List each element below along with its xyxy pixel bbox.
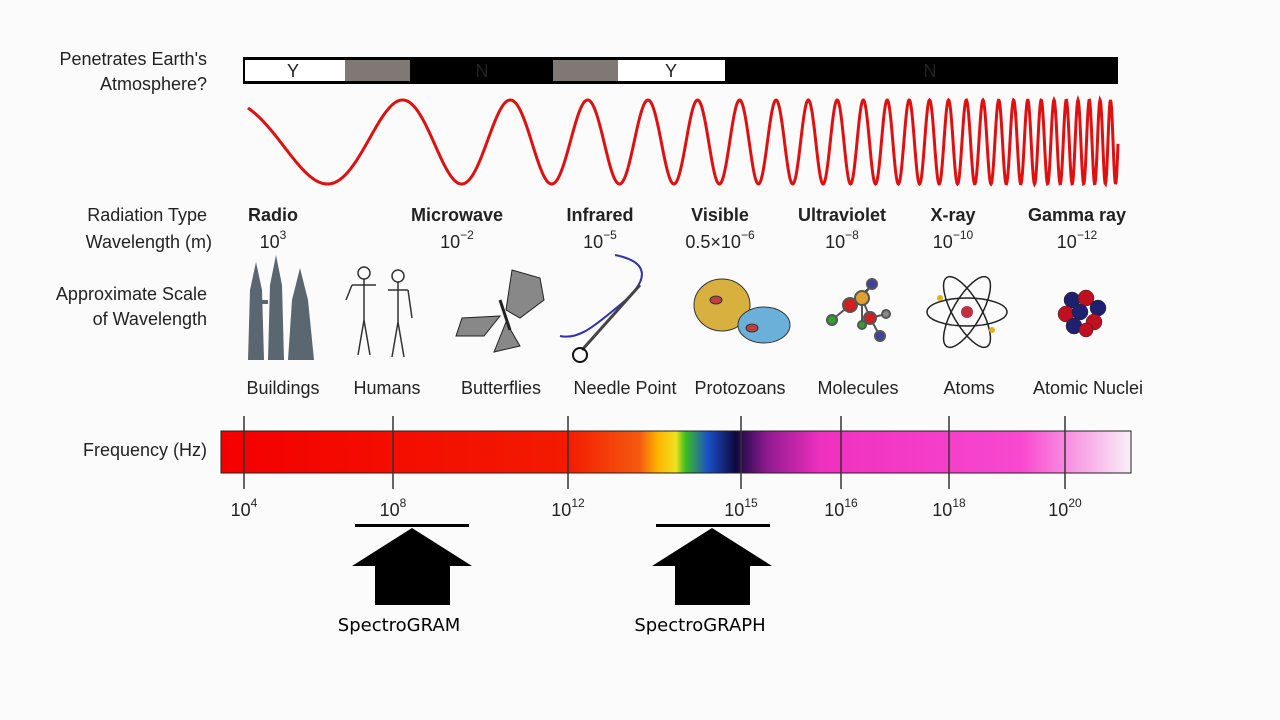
buildings-icon [248, 255, 314, 360]
radiation-type: Visible [691, 205, 749, 225]
atmosphere-label: Penetrates Earth's [59, 49, 207, 69]
radiation-type: Ultraviolet [798, 205, 886, 225]
frequency-label-base: 10 [231, 500, 251, 520]
scale-label: Buildings [246, 378, 319, 398]
atom-icon [926, 275, 1008, 349]
humans-icon [345, 266, 413, 358]
atmosphere-answer: N [476, 61, 489, 81]
nucleus-icon [1057, 289, 1107, 338]
wavelength-base: 10 [260, 232, 280, 252]
frequency-label-exp: 15 [744, 496, 758, 510]
scale-label: Atomic Nuclei [1033, 378, 1143, 398]
protozoa-icon [693, 278, 791, 344]
row-label: of Wavelength [93, 309, 207, 329]
needle-icon [559, 254, 643, 363]
frequency-label-exp: 18 [952, 496, 966, 510]
molecule-icon [826, 278, 891, 342]
wavelength-exp: −2 [460, 228, 474, 242]
atmosphere-answer: Y [287, 61, 299, 81]
wavelength-exp: −10 [953, 228, 974, 242]
frequency-label: 104 [231, 496, 258, 520]
frequency-label-base: 10 [380, 500, 400, 520]
frequency-label-base: 10 [551, 500, 571, 520]
frequency-label-base: 10 [1048, 500, 1068, 520]
instrument-label: SpectroGRAPH [634, 615, 765, 636]
scale-label: Protozoans [694, 378, 785, 398]
wavelength: 10−5 [583, 228, 617, 252]
content: Y N Y N Penetrates Earth's Atmosphere? Radiati… [56, 49, 1143, 636]
frequency-label: 1012 [551, 496, 585, 520]
radiation-type: Gamma ray [1028, 205, 1126, 225]
frequency-bar [220, 430, 1132, 474]
scale-label: Humans [353, 378, 420, 398]
wavelength: 10−12 [1057, 228, 1098, 252]
wavelength: 103 [260, 228, 287, 252]
atmosphere-segment [345, 60, 410, 81]
scale-label: Atoms [943, 378, 994, 398]
atmosphere-answer: Y [665, 61, 677, 81]
frequency-label: 1016 [824, 496, 858, 520]
wavelength-exp: −12 [1077, 228, 1098, 242]
wavelength-exp: −6 [741, 228, 755, 242]
wavelength-base: 10 [933, 232, 953, 252]
frequency-label-exp: 4 [251, 496, 258, 510]
wavelength: 10−8 [825, 228, 859, 252]
radiation-type: Microwave [411, 205, 503, 225]
spectrogram-arrow [352, 524, 472, 605]
frequency-label-base: 10 [724, 500, 744, 520]
frequency-label: 108 [380, 496, 407, 520]
frequency-label-base: 10 [824, 500, 844, 520]
frequency-label-exp: 12 [571, 496, 585, 510]
wavelength-exp: 3 [280, 228, 287, 242]
wavelength: 10−10 [933, 228, 974, 252]
radiation-type: X-ray [930, 205, 975, 225]
radiation-type: Radio [248, 205, 298, 225]
spectrograph-arrow [652, 524, 772, 605]
wavelength-base: 10 [825, 232, 845, 252]
frequency-label-exp: 8 [400, 496, 407, 510]
instrument-label: SpectroGRAM [338, 615, 460, 636]
frequency-label: 1020 [1048, 496, 1082, 520]
frequency-label: 1015 [724, 496, 758, 520]
wavelength-exp: −5 [603, 228, 617, 242]
wavelength-base: 10 [583, 232, 603, 252]
scale-label: Needle Point [573, 378, 676, 398]
atmosphere-segment [245, 60, 345, 81]
wavelength-exp: −8 [845, 228, 859, 242]
row-label: Approximate Scale [56, 284, 207, 304]
wavelength: 0.5×10−6 [685, 228, 755, 252]
row-label: Radiation Type [87, 205, 207, 225]
row-label: Frequency (Hz) [83, 440, 207, 460]
frequency-label-base: 10 [932, 500, 952, 520]
radiation-type: Infrared [566, 205, 633, 225]
scale-label: Butterflies [461, 378, 541, 398]
wavelength: 10−2 [440, 228, 474, 252]
atmosphere-segment [553, 60, 618, 81]
wave [247, 94, 1120, 188]
wavelength-base: 0.5×10 [685, 232, 741, 252]
scale-label: Molecules [817, 378, 898, 398]
wavelength-base: 10 [1057, 232, 1077, 252]
wavelength-base: 10 [440, 232, 460, 252]
frequency-label-exp: 20 [1068, 496, 1082, 510]
atmosphere-answer: N [924, 61, 937, 81]
frequency-label: 1018 [932, 496, 966, 520]
frequency-label-exp: 16 [844, 496, 858, 510]
atmosphere-label: Atmosphere? [100, 74, 207, 94]
atmosphere-segment [618, 60, 725, 81]
butterfly-icon [455, 269, 545, 353]
row-label: Wavelength (m) [86, 232, 212, 252]
